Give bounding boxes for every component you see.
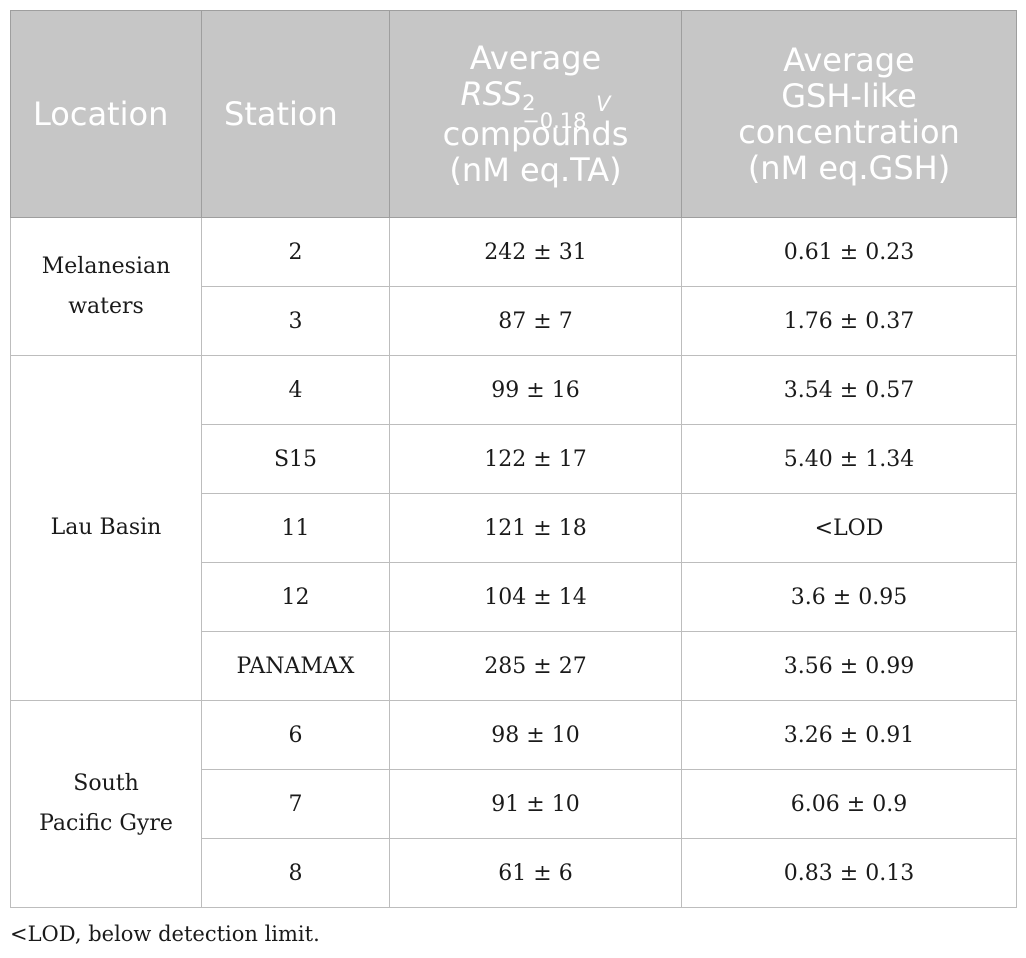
table-row: 8 61 ± 6 0.83 ± 0.13: [11, 838, 1017, 908]
header-gsh: Average GSH-like concentration (nM eq.GS…: [681, 10, 1017, 218]
gsh-cell: <LOD: [681, 493, 1017, 563]
rss-cell: 104 ± 14: [389, 562, 682, 632]
station-cell: 4: [201, 355, 390, 425]
station-cell: 8: [201, 838, 390, 908]
table-row: 12 104 ± 14 3.6 ± 0.95: [11, 562, 1017, 632]
table-row: Melanesian waters 2 242 ± 31 0.61 ± 0.23: [10, 217, 1017, 356]
rss-cell: 285 ± 27: [389, 631, 682, 701]
header-location: Location: [10, 10, 202, 218]
station-cell: 2: [201, 217, 390, 287]
rss-cell: 61 ± 6: [389, 838, 682, 908]
rss-cell: 98 ± 10: [389, 700, 682, 770]
data-table: Location Station Average RSS 2 −0.18 V comp…: [10, 10, 1017, 908]
header-rss: Average RSS 2 −0.18 V compounds (nM eq.TA): [389, 10, 682, 218]
station-cell: 11: [201, 493, 390, 563]
gsh-cell: 6.06 ± 0.9: [681, 769, 1017, 839]
header-rss-subscript: −0.18: [522, 109, 587, 133]
header-gsh-line1: Average: [783, 41, 915, 79]
station-cell: 7: [201, 769, 390, 839]
location-cell-melanesian-waters: Melanesian waters: [10, 217, 202, 356]
rss-cell: 121 ± 18: [389, 493, 682, 563]
header-rss-line1: Average: [469, 39, 602, 77]
table-row: Lau Basin 4 99 ± 16 3.54 ± 0.57: [10, 355, 1017, 701]
gsh-cell: 3.56 ± 0.99: [681, 631, 1017, 701]
gsh-cell: 5.40 ± 1.34: [681, 424, 1017, 494]
rss-cell: 91 ± 10: [389, 769, 682, 839]
rss-cell: 99 ± 16: [389, 355, 682, 425]
gsh-cell: 0.61 ± 0.23: [681, 217, 1017, 287]
location-cell-south-pacific-gyre: South Pacific Gyre: [10, 700, 202, 908]
location-cell-lau-basin: Lau Basin: [10, 355, 202, 701]
header-rss-superscript: 2: [522, 91, 536, 115]
header-rss-line3: compounds: [442, 115, 629, 153]
header-rss-line4: (nM eq.TA): [449, 151, 622, 189]
table-row: 11 121 ± 18 <LOD: [11, 493, 1017, 563]
header-row: Location Station Average RSS 2 −0.18 V comp…: [10, 10, 1017, 218]
header-gsh-line3: concentration: [738, 113, 960, 151]
table-header: Location Station Average RSS 2 −0.18 V comp…: [10, 10, 1017, 218]
gsh-cell: 3.54 ± 0.57: [681, 355, 1017, 425]
rss-cell: 242 ± 31: [389, 217, 682, 287]
header-rss-unit-v: V: [596, 92, 611, 116]
station-cell: 6: [201, 700, 390, 770]
header-rss-formula: RSS 2 −0.18 V: [396, 75, 675, 133]
rss-cell: 87 ± 7: [389, 286, 682, 356]
header-rss-symbol: RSS: [460, 75, 523, 113]
data-table-container: Location Station Average RSS 2 −0.18 V comp…: [10, 10, 1017, 908]
header-gsh-line4: (nM eq.GSH): [747, 149, 951, 187]
header-station: Station: [201, 10, 390, 218]
table-row: PANAMAX 285 ± 27 3.56 ± 0.99: [11, 631, 1017, 701]
header-gsh-line2: GSH-like: [781, 77, 917, 115]
table-row: 3 87 ± 7 1.76 ± 0.37: [11, 286, 1017, 356]
table-row: South Pacific Gyre 6 98 ± 10 3.26 ± 0.91: [10, 700, 1017, 908]
gsh-cell: 3.26 ± 0.91: [681, 700, 1017, 770]
station-cell: 3: [201, 286, 390, 356]
gsh-cell: 1.76 ± 0.37: [681, 286, 1017, 356]
table-row: 7 91 ± 10 6.06 ± 0.9: [11, 769, 1017, 839]
table-footnote: <LOD, below detection limit.: [10, 922, 320, 946]
gsh-cell: 0.83 ± 0.13: [681, 838, 1017, 908]
table-body: Melanesian waters 2 242 ± 31 0.61 ± 0.23…: [10, 217, 1017, 908]
rss-cell: 122 ± 17: [389, 424, 682, 494]
gsh-cell: 3.6 ± 0.95: [681, 562, 1017, 632]
station-cell: S15: [201, 424, 390, 494]
station-cell: 12: [201, 562, 390, 632]
station-cell: PANAMAX: [201, 631, 390, 701]
